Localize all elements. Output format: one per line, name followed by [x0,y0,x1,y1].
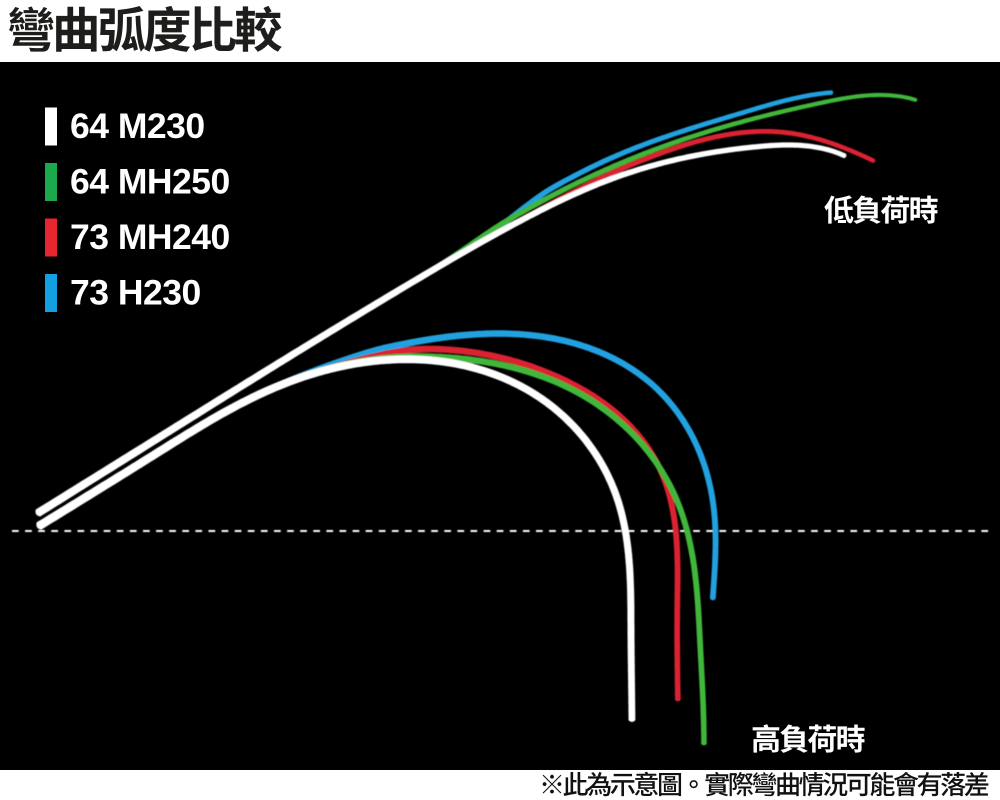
svg-text:64 MH250: 64 MH250 [70,162,230,202]
svg-text:73 H230: 73 H230 [70,273,201,313]
svg-text:73 MH240: 73 MH240 [70,217,230,257]
svg-text:64 M230: 64 M230 [70,106,205,146]
